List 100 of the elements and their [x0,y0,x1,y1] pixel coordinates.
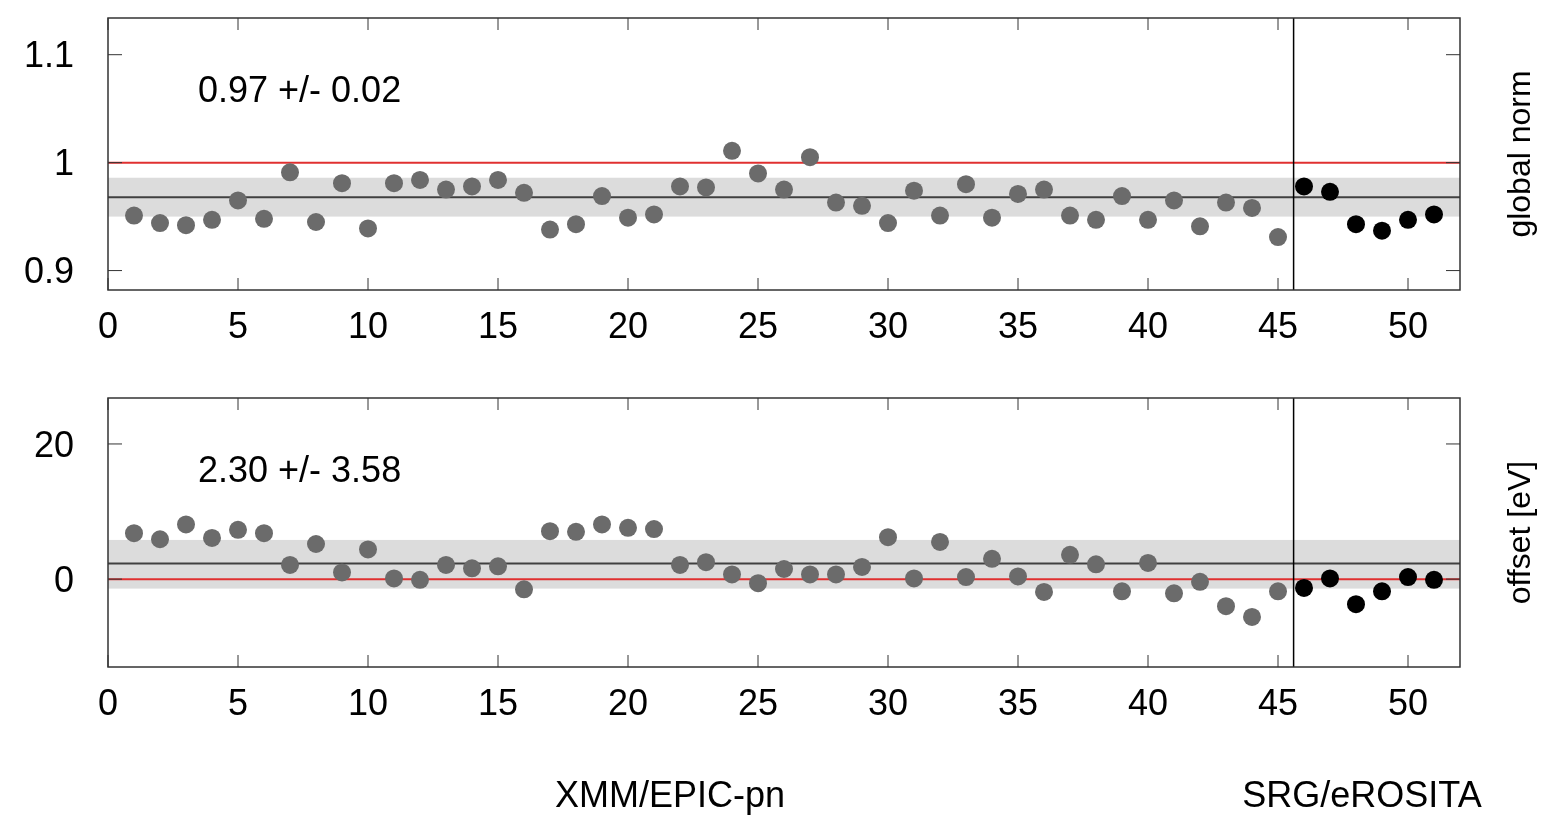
point [385,569,403,588]
point [1061,206,1079,225]
point [541,522,559,541]
point [1347,595,1365,614]
point [697,553,715,572]
point [411,570,429,589]
point [1191,217,1209,236]
point [1113,187,1131,206]
point [593,187,611,206]
point [1269,228,1287,247]
x-tick-label: 15 [477,305,519,346]
point [359,219,377,238]
point [1425,205,1443,224]
point [879,528,897,547]
x-tick-label: 40 [1127,305,1169,346]
point [723,565,741,584]
x-tick-label: 5 [227,305,249,346]
point [853,196,871,215]
point [333,174,351,193]
point [671,177,689,196]
y-tick-label: 1.1 [23,34,74,76]
point [203,210,221,229]
point [1399,210,1417,229]
point [567,522,585,541]
point [1061,545,1079,564]
point [437,180,455,199]
point [1321,182,1339,201]
point [905,569,923,588]
point [1035,583,1053,601]
point [151,530,169,549]
point [255,209,273,228]
point [957,568,975,587]
x-tick-label: 0 [97,682,119,723]
point [1087,555,1105,574]
point [853,557,871,576]
x-tick-label: 45 [1257,682,1299,723]
point [177,216,195,235]
point [879,214,897,233]
point [827,565,845,584]
point [463,177,481,196]
point [1373,221,1391,240]
point [697,178,715,197]
point [515,183,533,202]
point [125,206,143,225]
point [775,560,793,578]
x-tick-label: 5 [227,682,249,723]
point [775,180,793,199]
annotation: 2.30 +/- 3.58 [198,449,402,490]
point [541,220,559,239]
point [1425,570,1443,589]
point [255,524,273,543]
point [931,532,949,551]
point [463,559,481,578]
x-tick-label: 10 [347,682,389,723]
point [1295,177,1313,196]
point [619,518,637,537]
point [281,163,299,182]
point [645,520,663,539]
point [489,170,507,189]
point [1139,210,1157,229]
point [1113,582,1131,601]
point [1243,608,1261,626]
point [1347,215,1365,234]
point [229,520,247,539]
y-tick-label: 20 [33,423,74,465]
x-tick-label: 35 [997,305,1039,346]
point [749,574,767,593]
point [931,206,949,225]
point [957,175,975,194]
point [1321,569,1339,588]
x-tick-label: 30 [867,682,909,723]
point [281,555,299,574]
x-tick-label: 45 [1257,305,1299,346]
point [1009,184,1027,203]
point [645,205,663,224]
x-tick-label: 50 [1387,682,1429,723]
point [1191,572,1209,591]
point [307,535,325,553]
point [801,148,819,167]
point [1009,567,1027,586]
y-axis-title: offset [eV] [1501,460,1537,605]
x-tick-label: 35 [997,682,1039,723]
point [983,208,1001,227]
point [1399,568,1417,587]
point [1217,597,1235,616]
x-tick-label: 10 [347,305,389,346]
x-tick-label: 40 [1127,682,1169,723]
point [307,213,325,231]
point [1165,584,1183,603]
point [1295,578,1313,597]
point [125,524,143,543]
y-axis-title: global norm [1501,70,1537,238]
point [723,141,741,160]
point [437,555,455,574]
point [203,528,221,547]
annotation: 0.97 +/- 0.02 [198,69,402,110]
point [619,208,637,227]
point [1087,210,1105,229]
point [333,563,351,582]
x-tick-label: 0 [97,305,119,346]
